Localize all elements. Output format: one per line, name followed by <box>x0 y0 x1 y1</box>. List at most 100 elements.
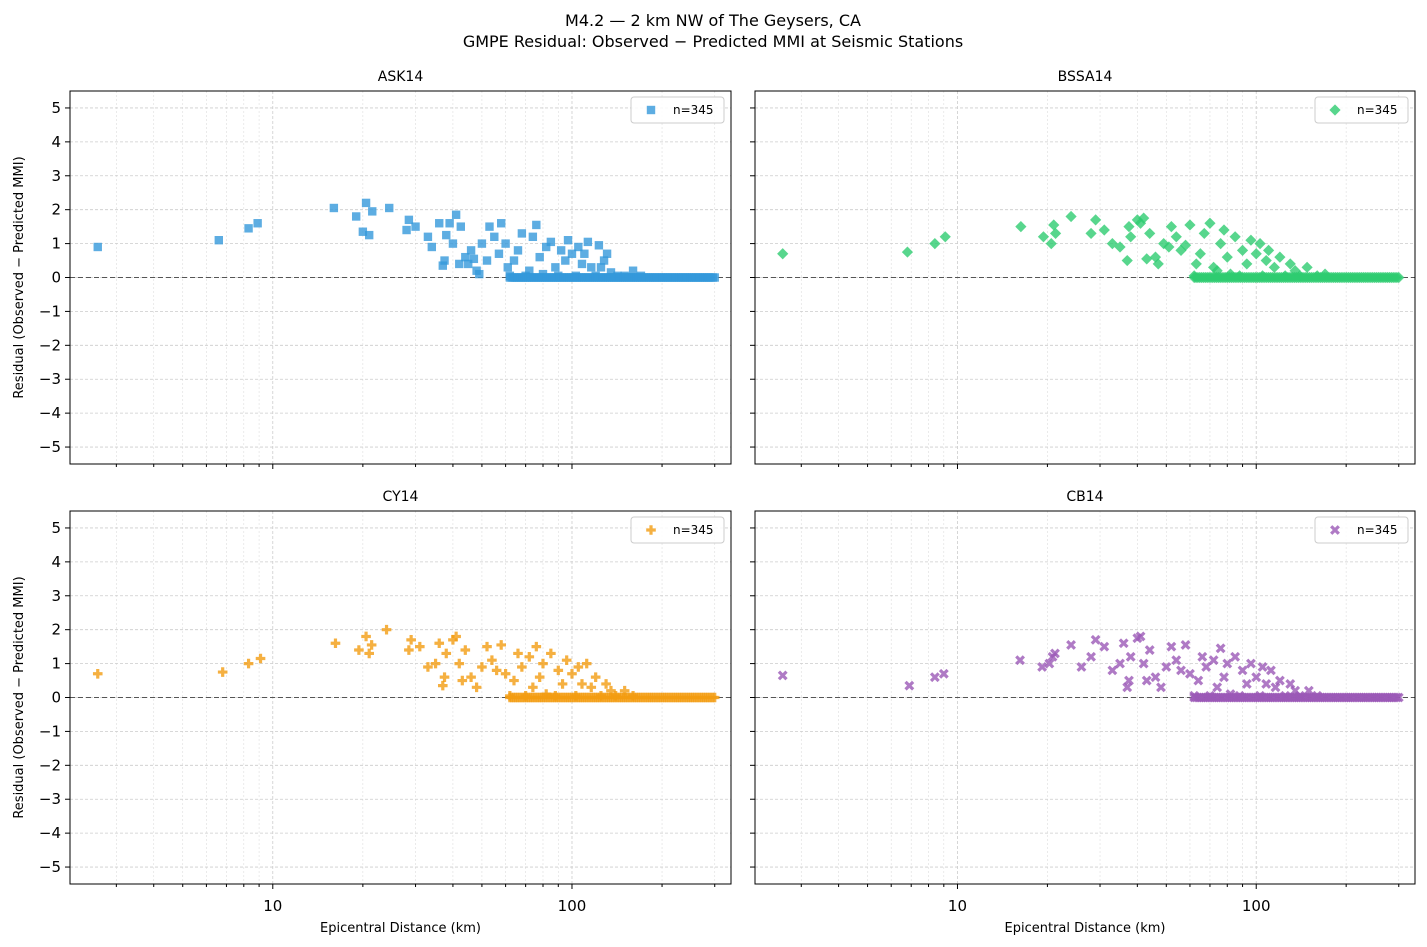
data-point <box>439 672 450 682</box>
y-tick-label: 2 <box>51 621 61 639</box>
data-point <box>563 236 573 245</box>
data-point <box>1123 221 1135 233</box>
data-point <box>531 641 542 652</box>
data-point <box>525 266 534 275</box>
data-point <box>1176 665 1186 676</box>
data-point <box>364 648 374 659</box>
y-tick-label: 1 <box>51 655 61 673</box>
y-axis-label: Residual (Observed − Predicted MMI) <box>12 576 27 818</box>
data-point <box>1193 675 1204 686</box>
data-point <box>1254 237 1266 250</box>
data-point <box>1135 631 1146 642</box>
data-point <box>1015 221 1027 233</box>
data-point <box>1274 251 1286 263</box>
legend-box <box>630 516 725 544</box>
data-point <box>354 645 364 655</box>
data-point <box>1219 672 1229 683</box>
data-point <box>1218 224 1230 236</box>
data-point <box>434 638 445 649</box>
data-point <box>1241 679 1252 689</box>
data-point <box>1138 212 1150 224</box>
legend-marker <box>646 525 656 535</box>
data-point <box>1241 258 1253 270</box>
data-point <box>442 230 451 240</box>
x-axis-label: Epicentral Distance (km) <box>320 921 481 936</box>
data-point <box>710 273 719 282</box>
data-point <box>402 225 411 235</box>
data-point <box>1121 254 1133 267</box>
subplot-title: CB14 <box>1066 489 1103 505</box>
y-tick-label: −2 <box>39 756 61 774</box>
data-point <box>541 242 551 252</box>
data-point <box>606 268 616 277</box>
data-point <box>217 667 228 677</box>
data-point <box>1049 227 1062 240</box>
data-point <box>1098 224 1110 236</box>
legend-marker <box>1329 104 1341 116</box>
data-point <box>1066 640 1077 650</box>
y-tick-label: 3 <box>51 167 61 185</box>
y-tick-label: −1 <box>39 722 61 740</box>
data-point <box>1161 662 1172 672</box>
data-point <box>438 261 447 270</box>
data-point <box>1171 655 1182 666</box>
data-point <box>580 249 589 258</box>
data-point <box>1156 682 1166 693</box>
data-point <box>561 655 572 666</box>
x-tick-label: 100 <box>558 897 587 915</box>
data-point <box>490 232 499 242</box>
data-point <box>477 239 487 248</box>
data-point <box>361 631 371 642</box>
data-point <box>709 692 720 703</box>
data-point <box>777 248 789 260</box>
data-point <box>1050 648 1060 659</box>
scatter-points <box>93 198 719 282</box>
scatter-points <box>92 624 720 703</box>
data-point <box>1118 638 1129 649</box>
data-point <box>1144 645 1155 655</box>
legend-label: n=345 <box>1357 103 1398 117</box>
data-point <box>471 682 482 693</box>
data-point <box>423 232 433 242</box>
data-point <box>574 242 583 252</box>
data-point <box>1212 682 1223 693</box>
data-point <box>1393 271 1405 284</box>
legend-marker <box>646 105 656 115</box>
data-point <box>1257 662 1268 672</box>
data-point <box>1048 219 1060 231</box>
y-tick-label: 0 <box>51 689 61 707</box>
data-point <box>1215 237 1227 250</box>
data-point <box>590 672 601 682</box>
data-point <box>528 232 538 242</box>
data-point <box>381 624 392 635</box>
data-point <box>1085 227 1097 240</box>
data-point <box>1201 662 1212 672</box>
data-point <box>1393 692 1404 703</box>
data-point <box>445 219 454 228</box>
data-point <box>517 229 527 238</box>
data-point <box>513 246 523 255</box>
legend: n=345 <box>630 516 725 544</box>
data-point <box>561 256 570 265</box>
data-point <box>1044 658 1055 669</box>
data-point <box>1134 217 1147 229</box>
figure-title-line1: M4.2 — 2 km NW of The Geysers, CA <box>565 11 861 30</box>
x-tick-label: 10 <box>263 897 282 915</box>
y-tick-label: 5 <box>51 99 61 117</box>
data-point <box>513 648 523 659</box>
data-point <box>1144 227 1156 240</box>
data-point <box>938 668 949 679</box>
data-point <box>602 249 612 258</box>
data-point <box>901 246 914 258</box>
data-point <box>435 219 444 228</box>
data-point <box>1076 662 1087 672</box>
data-point <box>351 212 361 221</box>
data-point <box>1208 655 1219 666</box>
data-point <box>454 658 465 669</box>
data-point <box>500 668 511 679</box>
data-point <box>464 259 473 269</box>
data-point <box>475 269 484 279</box>
data-point <box>532 220 541 230</box>
